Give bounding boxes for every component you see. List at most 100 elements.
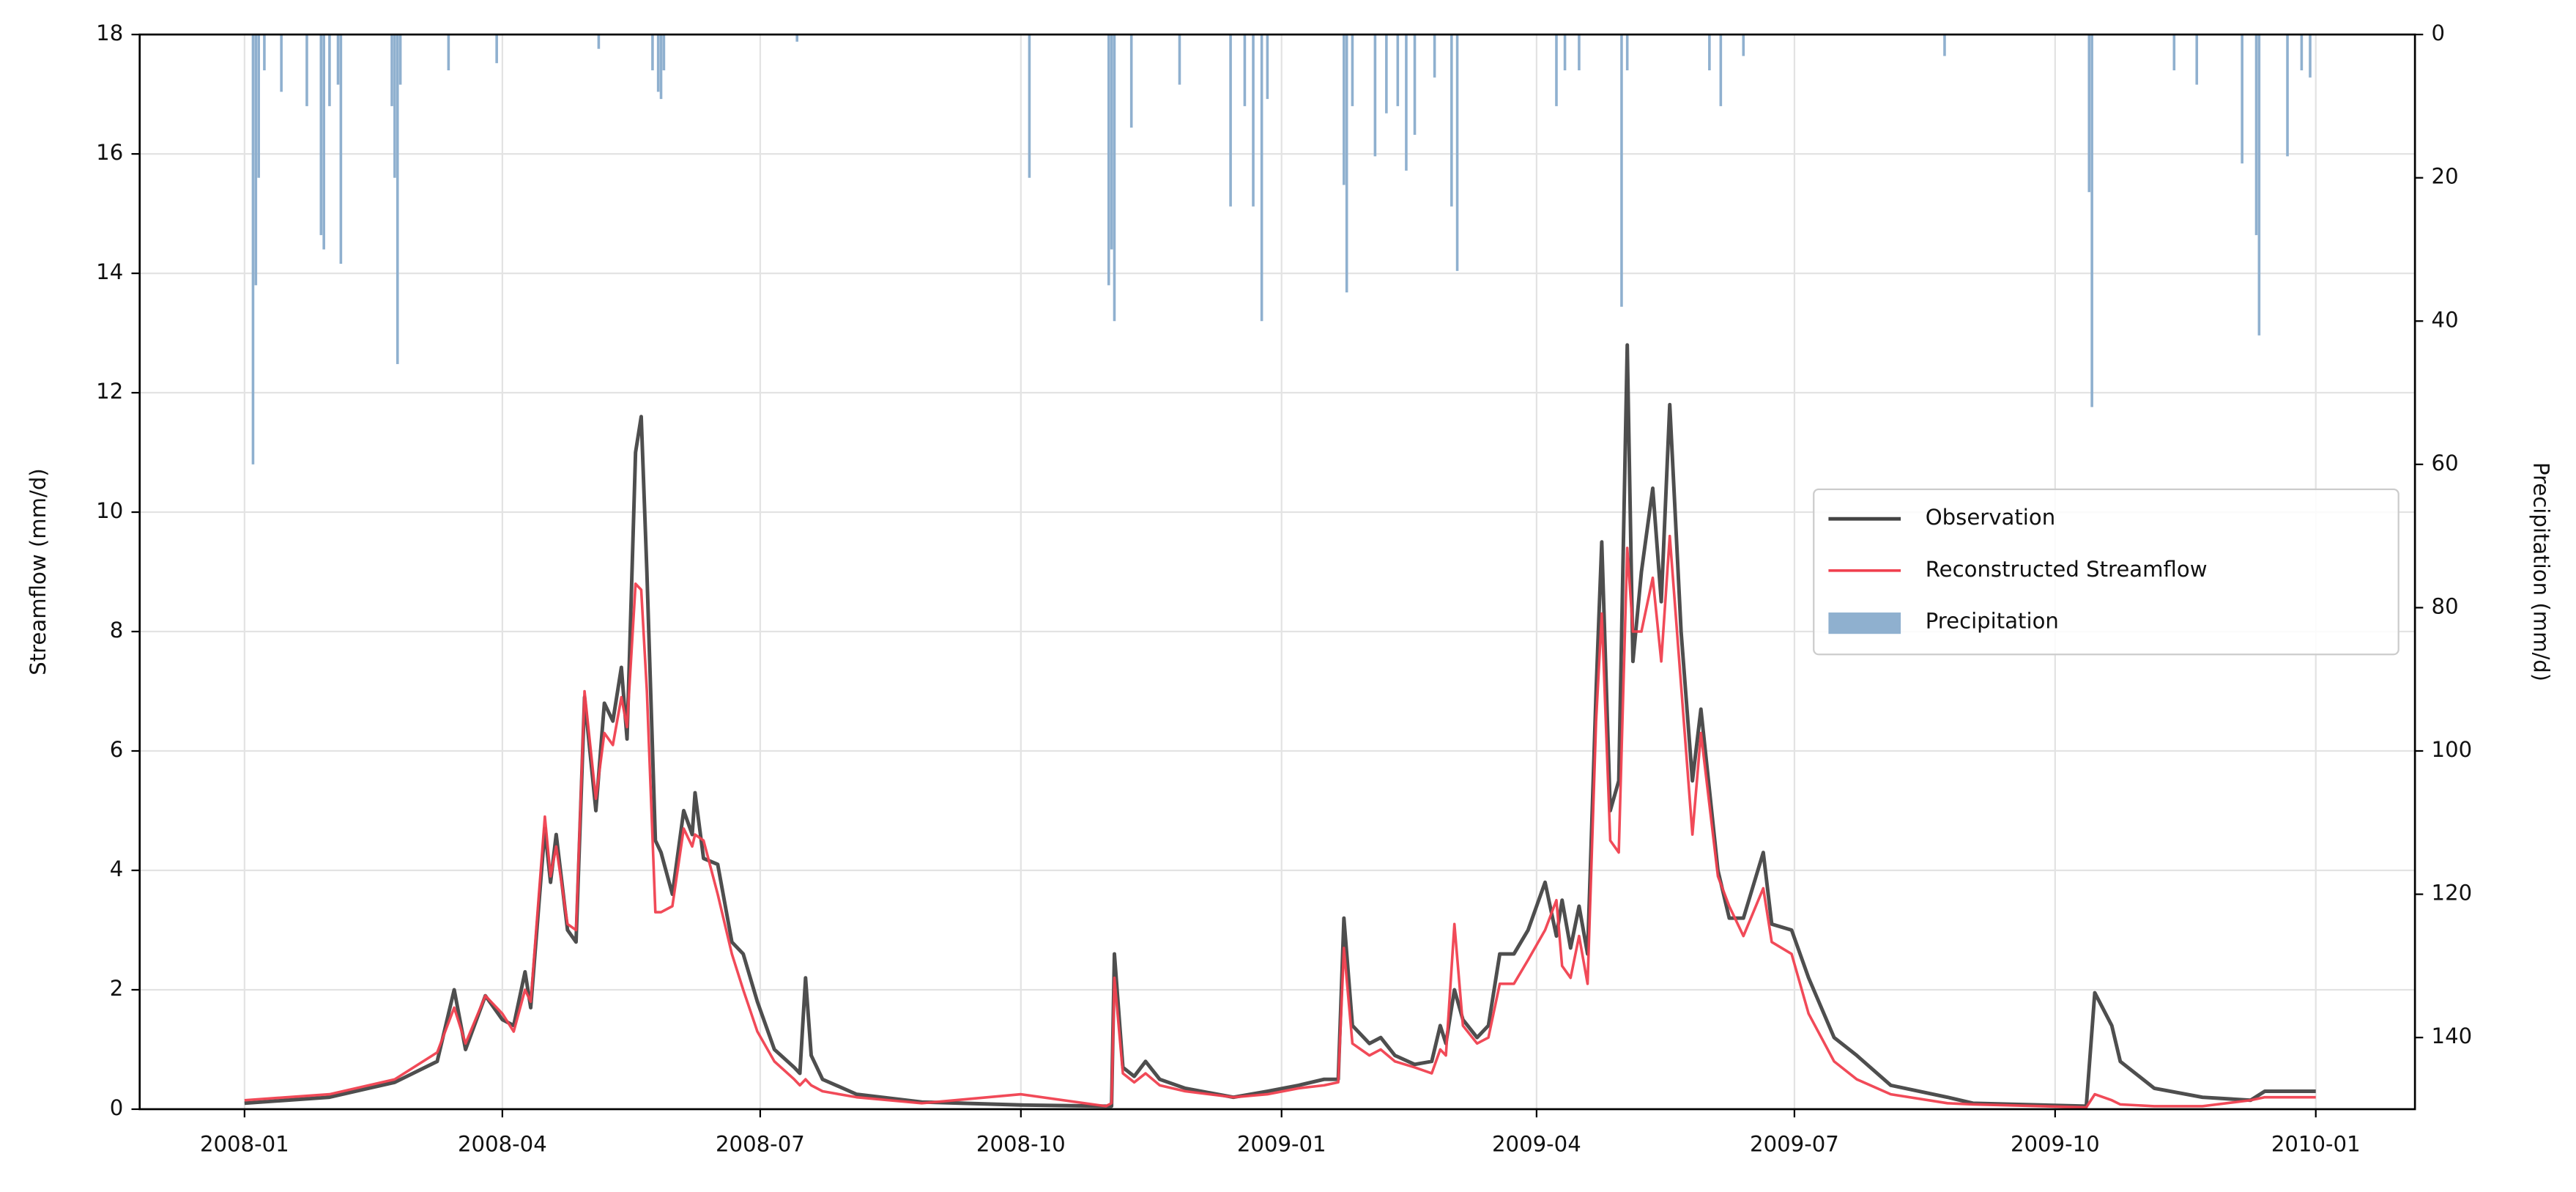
y2-tick-label: 120 — [2432, 881, 2473, 906]
precipitation-bar — [795, 34, 799, 42]
precipitation-bar — [1107, 34, 1110, 286]
precipitation-bar — [305, 34, 308, 106]
precipitation-bar — [339, 34, 343, 264]
y-axis-label: Streamflow (mm/d) — [26, 468, 51, 675]
y-tick-label: 8 — [110, 618, 124, 643]
y-tick-label: 16 — [96, 140, 123, 165]
x-tick-label: 2008-07 — [716, 1131, 805, 1156]
precipitation-bar — [447, 34, 450, 70]
precipitation-bar — [2172, 34, 2176, 70]
precipitation-bar — [1178, 34, 1181, 85]
precipitation-bar — [1345, 34, 1348, 293]
precipitation-bar — [263, 34, 266, 70]
y2-tick-label: 0 — [2432, 21, 2446, 45]
precipitation-bar — [1555, 34, 1558, 106]
precipitation-bar — [336, 34, 340, 85]
x-tick-label: 2009-10 — [2011, 1131, 2100, 1156]
y2-tick-label: 20 — [2432, 164, 2459, 189]
lines — [244, 343, 2316, 1109]
y-tick-label: 18 — [96, 21, 123, 45]
precipitation-bar — [1405, 34, 1408, 171]
x-tick-label: 2009-01 — [1237, 1131, 1326, 1156]
series-line — [244, 343, 2316, 1108]
precipitation-bar — [319, 34, 323, 235]
precipitation-bar — [1396, 34, 1400, 106]
precipitation-bar — [2309, 34, 2312, 78]
y2-tick-label: 40 — [2432, 307, 2459, 332]
precipitation-bar — [495, 34, 498, 64]
precipitation-bar — [651, 34, 654, 70]
precipitation-bar — [1373, 34, 1377, 157]
precipitation-bar — [1260, 34, 1263, 322]
legend-label: Precipitation — [1926, 608, 2059, 633]
precipitation-bar — [662, 34, 666, 70]
plot-frame — [138, 33, 2416, 1111]
precipitation-bar — [2300, 34, 2304, 70]
precipitation-bar — [1455, 34, 1459, 271]
legend-label: Reconstructed Streamflow — [1926, 557, 2208, 582]
precipitation-bar — [659, 34, 663, 100]
precipitation-bar — [1129, 34, 1133, 128]
precipitation-bar — [597, 34, 601, 49]
y-tick-label: 0 — [110, 1095, 124, 1120]
precipitation-bar — [1110, 34, 1113, 250]
precipitation-bar — [2090, 34, 2093, 407]
axes: 2008-01 2008-04 2008-07 2008-10 2009-01 2009-… — [96, 21, 2472, 1156]
y2-tick-label: 140 — [2432, 1023, 2473, 1048]
precipitation-bar — [1243, 34, 1247, 106]
precipitation-bar — [1578, 34, 1581, 70]
y-tick-label: 10 — [96, 498, 123, 523]
precipitation-bar — [1229, 34, 1232, 207]
precipitation-bar — [2257, 34, 2261, 336]
precipitation-bar — [328, 34, 331, 106]
legend-label: Observation — [1926, 505, 2055, 530]
y2-tick-label: 60 — [2432, 451, 2459, 475]
precipitation-bar — [257, 34, 260, 178]
y2-tick-label: 80 — [2432, 593, 2459, 618]
bars — [251, 34, 2312, 464]
y-tick-label: 2 — [110, 976, 124, 1001]
legend-swatch — [1828, 612, 1901, 634]
precipitation-bar — [1252, 34, 1255, 207]
precipitation-bar — [1563, 34, 1567, 70]
y2-axis-label: Precipitation (mm/d) — [2529, 462, 2554, 681]
precipitation-bar — [1351, 34, 1354, 106]
precipitation-bar — [1343, 34, 1345, 185]
precipitation-bar — [656, 34, 660, 92]
x-tick-label: 2009-07 — [1750, 1131, 1839, 1156]
precipitation-bar — [322, 34, 325, 250]
y2-tick-label: 100 — [2432, 737, 2473, 762]
precipitation-bar — [1719, 34, 1723, 106]
x-tick-label: 2008-04 — [458, 1131, 547, 1156]
precipitation-bar — [280, 34, 283, 92]
y-tick-label: 4 — [110, 856, 124, 881]
precipitation-bar — [1433, 34, 1436, 78]
legend-box — [1813, 488, 2399, 656]
precipitation-bar — [2286, 34, 2289, 157]
precipitation-bar — [1413, 34, 1417, 136]
x-tick-label: 2010-01 — [2271, 1131, 2361, 1156]
precipitation-bar — [2241, 34, 2243, 164]
x-tick-label: 2008-10 — [976, 1131, 1066, 1156]
precipitation-bar — [390, 34, 393, 106]
precipitation-bar — [1943, 34, 1946, 56]
precipitation-bar — [1708, 34, 1711, 70]
y-tick-label: 12 — [96, 379, 123, 404]
x-tick-label: 2009-04 — [1492, 1131, 1581, 1156]
precipitation-bar — [1450, 34, 1453, 207]
precipitation-bar — [1385, 34, 1388, 114]
legend: Observation Reconstructed Streamflow Preci… — [1813, 488, 2399, 656]
precipitation-bar — [1028, 34, 1031, 178]
precipitation-bar — [2254, 34, 2258, 235]
precipitation-bar — [1625, 34, 1629, 70]
x-tick-label: 2008-01 — [200, 1131, 289, 1156]
precipitation-bar — [1266, 34, 1269, 100]
y-tick-label: 14 — [96, 259, 123, 284]
series-line — [244, 534, 2316, 1109]
precipitation-bar — [1742, 34, 1745, 56]
precipitation-bar — [2195, 34, 2199, 85]
precipitation-bar — [254, 34, 258, 286]
precipitation-bar — [251, 34, 255, 464]
